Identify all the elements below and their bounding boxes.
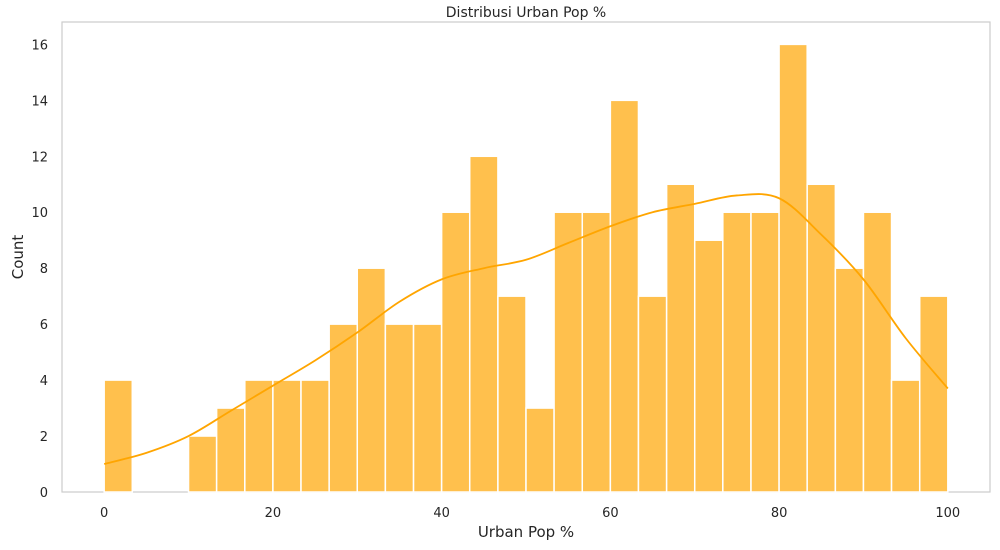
y-tick-label: 2 xyxy=(40,430,48,445)
histogram-bar xyxy=(525,407,555,493)
y-tick-label: 6 xyxy=(40,318,48,333)
histogram-bar xyxy=(187,435,218,493)
histogram-bar xyxy=(412,323,443,493)
histogram-bar xyxy=(497,295,527,493)
histogram-bar xyxy=(750,211,780,493)
histogram-bar xyxy=(693,239,724,493)
x-tick-label: 0 xyxy=(100,506,108,521)
y-tick-label: 10 xyxy=(31,206,48,221)
kde-line xyxy=(103,193,949,465)
histogram-bar xyxy=(722,211,752,493)
bars-group xyxy=(103,43,949,493)
y-ticks: 0 2 4 6 8 10 12 14 16 xyxy=(31,38,48,501)
histogram-bar xyxy=(862,211,893,493)
histogram-bar xyxy=(244,379,274,493)
histogram-bar xyxy=(300,379,330,493)
x-tick-label: 80 xyxy=(771,506,788,521)
x-axis-title: Urban Pop % xyxy=(478,523,574,541)
y-tick-label: 12 xyxy=(31,150,48,165)
y-tick-label: 4 xyxy=(40,374,48,389)
y-tick-label: 14 xyxy=(31,94,48,109)
histogram-bar xyxy=(440,211,471,493)
y-tick-label: 8 xyxy=(40,262,48,277)
x-tick-label: 100 xyxy=(935,506,960,521)
histogram-bar xyxy=(215,407,246,493)
histogram-bar xyxy=(328,323,359,493)
histogram-bar xyxy=(384,323,415,493)
histogram-bar xyxy=(778,43,808,493)
kde-group xyxy=(103,193,949,465)
histogram-bar xyxy=(609,99,640,493)
chart-title: Distribusi Urban Pop % xyxy=(446,5,606,21)
histogram-bar xyxy=(806,183,837,493)
histogram-bar xyxy=(890,379,921,493)
histogram-bar xyxy=(834,267,865,493)
y-tick-label: 16 xyxy=(31,38,48,53)
histogram-bar xyxy=(356,267,387,493)
histogram-bar xyxy=(918,295,949,493)
histogram-bar xyxy=(581,211,612,493)
x-ticks: 0 20 40 60 80 100 xyxy=(100,506,960,521)
histogram-bar xyxy=(103,379,134,493)
y-tick-label: 0 xyxy=(40,486,48,501)
y-axis-title: Count xyxy=(9,235,27,280)
x-tick-label: 60 xyxy=(602,506,619,521)
histogram-bar xyxy=(468,155,499,493)
histogram-bar xyxy=(272,379,302,493)
x-tick-label: 20 xyxy=(265,506,282,521)
histogram-bar xyxy=(637,295,668,493)
histogram-bar xyxy=(553,211,584,493)
histogram-bar xyxy=(665,183,696,493)
x-tick-label: 40 xyxy=(433,506,450,521)
